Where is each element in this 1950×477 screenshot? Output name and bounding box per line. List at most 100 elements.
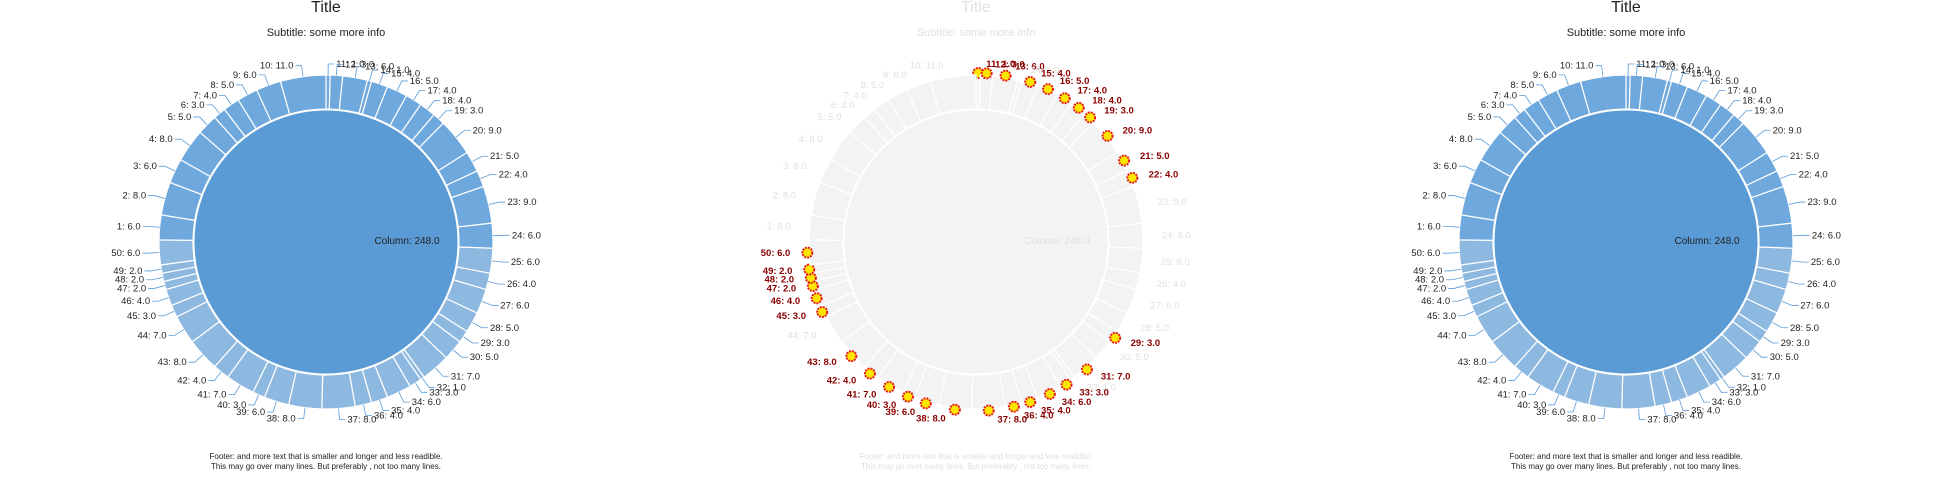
leader-line-36 <box>1663 404 1672 416</box>
highlight-marker-37 <box>982 404 995 417</box>
leader-line-28 <box>472 322 488 329</box>
segment-label-48: 48: 2.0 <box>115 275 144 286</box>
segment-label-50: 50: 6.0 <box>111 248 140 259</box>
segment-label-41: 41: 7.0 <box>847 390 877 401</box>
leader-line-11 <box>327 63 335 76</box>
segment-label-43: 43: 8.0 <box>158 357 187 368</box>
leader-line-29 <box>463 336 479 344</box>
segment-50[interactable] <box>1458 239 1495 266</box>
segment-label-48: 48: 2.0 <box>1415 275 1444 286</box>
chart-footer-line-1: Footer: and more text that is smaller an… <box>1509 452 1742 461</box>
segment-label-36: 36: 4.0 <box>1024 410 1054 421</box>
segment-24[interactable] <box>1757 222 1794 249</box>
segment-label-41: 41: 7.0 <box>197 390 226 401</box>
segment-label-32: 32: 1.0 <box>1737 382 1766 393</box>
leader-line-48 <box>1446 277 1463 281</box>
chart-title: Title <box>1611 0 1641 16</box>
segment-label-3: 3: 6.0 <box>1433 161 1457 172</box>
segment-label-21: 21: 5.0 <box>1140 151 1170 162</box>
segment-label-20: 20: 9.0 <box>1773 125 1802 136</box>
segment-label-8: 8: 5.0 <box>1510 80 1534 91</box>
leader-line-49 <box>144 268 162 272</box>
segment-10[interactable] <box>1579 74 1627 115</box>
highlight-marker-21 <box>1118 154 1131 167</box>
parent-disc[interactable] <box>843 109 1109 375</box>
leader-line-45 <box>158 310 175 317</box>
leader-line-28 <box>1772 322 1788 329</box>
segment-label-39: 39: 6.0 <box>1536 407 1565 418</box>
segment-label-12: 12: 3.0 <box>345 59 374 70</box>
segment-37[interactable] <box>321 372 356 410</box>
segment-label-23: 23: 9.0 <box>1157 197 1186 208</box>
segment-label-18: 18: 4.0 <box>1742 96 1771 107</box>
leader-line-39 <box>267 401 277 413</box>
segment-24[interactable] <box>457 222 494 249</box>
segment-label-3: 3: 6.0 <box>783 161 807 172</box>
leader-line-12 <box>1636 63 1644 76</box>
segment-10[interactable] <box>929 74 977 115</box>
segment-label-49: 49: 2.0 <box>763 266 793 277</box>
leader-line-16 <box>396 80 408 92</box>
leader-line-46 <box>1452 297 1469 302</box>
segment-label-35: 35: 4.0 <box>1041 406 1071 417</box>
segment-50[interactable] <box>808 239 845 266</box>
segment-label-26: 26: 4.0 <box>507 279 536 290</box>
leader-line-42 <box>1508 371 1522 381</box>
leader-line-22 <box>1780 173 1797 179</box>
segment-50[interactable] <box>158 239 195 266</box>
leader-line-25 <box>491 260 509 263</box>
leader-line-40 <box>1548 394 1560 406</box>
segment-label-8: 8: 5.0 <box>210 80 234 91</box>
parent-disc[interactable] <box>193 109 459 375</box>
leader-line-23 <box>1788 201 1806 205</box>
segment-label-44: 44: 7.0 <box>1437 330 1466 341</box>
segment-label-14: 14: 1.0 <box>1030 65 1059 76</box>
segment-label-24: 24: 6.0 <box>1162 230 1191 241</box>
segment-label-38: 38: 8.0 <box>1567 414 1596 425</box>
segment-label-28: 28: 5.0 <box>490 323 519 334</box>
segment-label-7: 7: 4.0 <box>1493 90 1517 101</box>
segment-label-27: 27: 6.0 <box>1150 300 1179 311</box>
segment-label-45: 45: 3.0 <box>1427 311 1456 322</box>
segment-label-7: 7: 4.0 <box>843 90 867 101</box>
leader-line-18 <box>1727 100 1741 110</box>
segment-label-2: 2: 8.0 <box>122 191 146 202</box>
segment-label-2: 2: 8.0 <box>1422 191 1446 202</box>
parent-disc[interactable] <box>1493 109 1759 375</box>
segment-label-29: 29: 3.0 <box>1131 338 1161 349</box>
segment-label-16: 16: 5.0 <box>410 76 439 87</box>
segment-label-15: 15: 4.0 <box>1041 68 1071 79</box>
highlight-marker-18 <box>1072 101 1085 114</box>
chart-title: Title <box>311 0 341 16</box>
highlight-marker-41 <box>883 380 896 393</box>
segment-label-48: 48: 2.0 <box>764 275 794 286</box>
segment-label-42: 42: 4.0 <box>177 376 206 387</box>
segment-label-45: 45: 3.0 <box>127 311 156 322</box>
segment-label-4: 4: 8.0 <box>1449 134 1473 145</box>
segment-label-2: 2: 8.0 <box>772 191 796 202</box>
leader-line-21 <box>1772 155 1788 162</box>
segment-label-10: 10: 11.0 <box>260 61 294 72</box>
segment-label-43: 43: 8.0 <box>807 357 837 368</box>
segment-10[interactable] <box>279 74 327 115</box>
segment-label-38: 38: 8.0 <box>267 414 296 425</box>
segment-label-39: 39: 6.0 <box>886 407 916 418</box>
sunburst-panel-left: Title Subtitle: some more info 11: 1.0 12… <box>0 0 650 477</box>
leader-line-19 <box>1738 110 1753 120</box>
segment-label-33: 33: 3.0 <box>429 387 458 398</box>
leader-line-3 <box>158 165 176 172</box>
segment-label-9: 9: 6.0 <box>883 70 907 81</box>
leader-line-37 <box>1638 408 1646 420</box>
segment-37[interactable] <box>1621 372 1656 410</box>
highlight-marker-22 <box>1126 171 1139 184</box>
segment-label-31: 31: 7.0 <box>451 371 480 382</box>
segment-24[interactable] <box>1107 222 1144 249</box>
segment-label-29: 29: 3.0 <box>1781 338 1810 349</box>
leader-line-20 <box>1755 129 1771 138</box>
segment-label-32: 32: 1.0 <box>437 382 466 393</box>
segment-label-6: 6: 3.0 <box>181 100 205 111</box>
segment-label-36: 36: 4.0 <box>374 410 403 421</box>
segment-label-22: 22: 4.0 <box>1799 169 1828 180</box>
leader-line-9 <box>258 74 269 86</box>
segment-37[interactable] <box>971 372 1006 410</box>
